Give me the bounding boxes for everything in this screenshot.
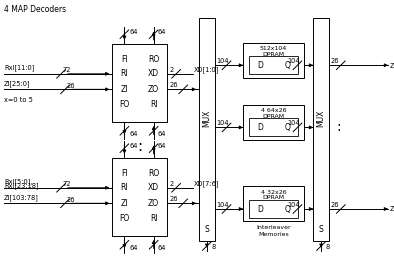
Text: FI: FI	[121, 169, 128, 178]
Text: DPRAM: DPRAM	[262, 114, 285, 119]
Text: :: :	[336, 120, 341, 134]
Bar	[243, 105, 304, 140]
Text: 104: 104	[216, 120, 229, 126]
Text: RO: RO	[148, 169, 159, 178]
Text: 64: 64	[158, 28, 166, 35]
Text: RxI[11:0]: RxI[11:0]	[4, 64, 34, 71]
Text: 26: 26	[330, 58, 339, 64]
Text: Q: Q	[284, 123, 290, 132]
Bar	[313, 18, 329, 241]
Text: 72: 72	[62, 181, 71, 187]
Text: ZO: ZO	[148, 199, 159, 208]
Text: 64: 64	[129, 131, 138, 137]
Text: 64: 64	[158, 245, 166, 251]
Text: DPRAM: DPRAM	[262, 195, 285, 200]
Text: 26: 26	[330, 202, 339, 208]
Text: ZI: ZI	[121, 85, 128, 94]
Text: x=0 to 5: x=0 to 5	[4, 97, 33, 103]
Bar	[199, 18, 215, 241]
Text: 64: 64	[158, 142, 166, 149]
Text: ZI[25:0]: ZI[25:0]	[390, 62, 394, 69]
Text: FO: FO	[119, 214, 130, 223]
Text: 4 MAP Decoders: 4 MAP Decoders	[4, 5, 66, 13]
Text: 8: 8	[212, 244, 216, 250]
Text: RxI[23:18]: RxI[23:18]	[4, 182, 39, 189]
Text: 4 32x26: 4 32x26	[261, 190, 286, 195]
Bar	[249, 118, 298, 136]
Bar	[243, 43, 304, 78]
Text: 8: 8	[326, 244, 330, 250]
Text: 64: 64	[129, 245, 138, 251]
Text: ZI[103:78]: ZI[103:78]	[390, 206, 394, 212]
Text: ZI[25:0]: ZI[25:0]	[4, 80, 31, 87]
Text: 26: 26	[169, 196, 178, 202]
Text: 104: 104	[216, 58, 229, 64]
Text: 64: 64	[158, 131, 166, 137]
Text: Q: Q	[284, 205, 290, 213]
Text: 4 64x26: 4 64x26	[261, 108, 286, 113]
Text: XD: XD	[148, 183, 159, 192]
Text: RI: RI	[121, 183, 128, 192]
Text: 64: 64	[129, 142, 138, 149]
Text: RO: RO	[148, 55, 159, 64]
Text: RxI[5:0],: RxI[5:0],	[4, 178, 32, 185]
Text: 104: 104	[216, 202, 229, 208]
Text: 104: 104	[288, 58, 300, 64]
Text: RI: RI	[150, 100, 158, 109]
Text: ZI[103:78]: ZI[103:78]	[4, 194, 39, 201]
Text: FI: FI	[121, 55, 128, 64]
Text: 2: 2	[169, 67, 173, 73]
Text: 512x104: 512x104	[260, 46, 287, 51]
Text: :: :	[137, 139, 143, 154]
Text: 72: 72	[62, 67, 71, 73]
Text: D: D	[257, 205, 263, 213]
Text: 26: 26	[66, 83, 75, 89]
Text: D: D	[257, 61, 263, 70]
Text: 104: 104	[288, 120, 300, 126]
Text: 64: 64	[129, 28, 138, 35]
Bar	[243, 186, 304, 221]
Text: FO: FO	[119, 100, 130, 109]
Text: XD[7:6]: XD[7:6]	[194, 180, 220, 187]
Text: Q: Q	[284, 61, 290, 70]
Bar	[249, 56, 298, 74]
Text: 104: 104	[288, 202, 300, 208]
Text: DPRAM: DPRAM	[262, 52, 285, 57]
Bar	[249, 200, 298, 218]
Text: XD[1:0]: XD[1:0]	[194, 66, 219, 73]
Text: XD: XD	[148, 69, 159, 78]
Bar	[112, 44, 167, 122]
Text: 2: 2	[169, 181, 173, 187]
Text: RI: RI	[121, 69, 128, 78]
Text: ZO: ZO	[148, 85, 159, 94]
Text: MUX: MUX	[317, 110, 325, 127]
Text: S: S	[319, 225, 323, 234]
Text: S: S	[204, 225, 209, 234]
Text: D: D	[257, 123, 263, 132]
Text: Interleaver
Memories: Interleaver Memories	[256, 225, 291, 236]
Text: ZI: ZI	[121, 199, 128, 208]
Bar	[112, 158, 167, 236]
Text: RI: RI	[150, 214, 158, 223]
Text: 26: 26	[169, 82, 178, 88]
Text: MUX: MUX	[203, 110, 211, 127]
Text: 26: 26	[66, 197, 75, 203]
